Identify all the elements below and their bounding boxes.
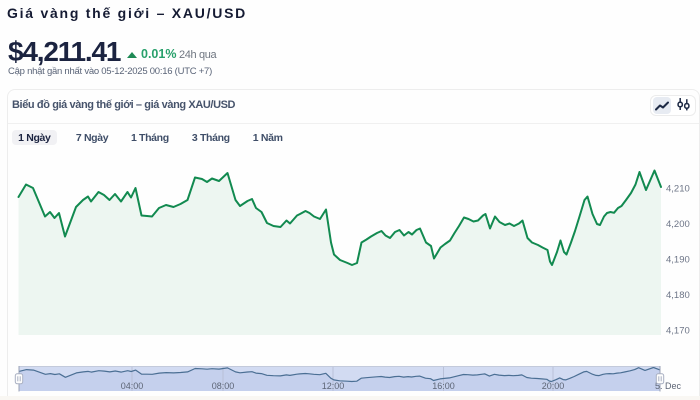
svg-text:08:00: 08:00 <box>212 381 235 391</box>
svg-text:4,190: 4,190 <box>666 255 690 266</box>
svg-text:20:00: 20:00 <box>542 381 565 391</box>
svg-text:04:00: 04:00 <box>121 381 144 391</box>
svg-text:4,200: 4,200 <box>666 219 690 230</box>
svg-text:4,170: 4,170 <box>666 326 690 337</box>
svg-text:12:00: 12:00 <box>322 381 345 391</box>
svg-text:4,180: 4,180 <box>666 290 690 301</box>
svg-text:4,210: 4,210 <box>666 184 690 195</box>
svg-text:5. Dec: 5. Dec <box>655 381 682 391</box>
svg-text:16:00: 16:00 <box>432 381 455 391</box>
